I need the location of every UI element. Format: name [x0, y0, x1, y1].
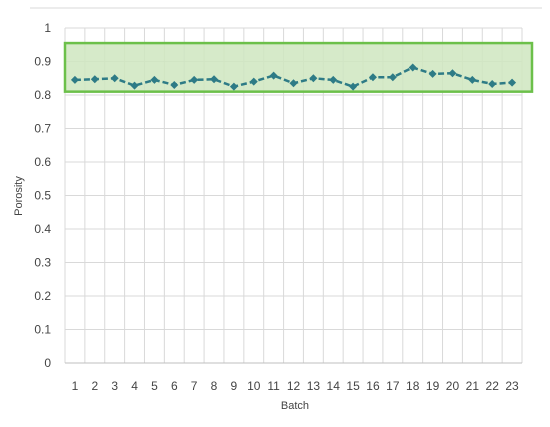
- data-point-marker: [508, 78, 517, 87]
- x-tick-label: 11: [267, 379, 280, 393]
- data-point-marker: [329, 75, 338, 84]
- x-tick-label: 16: [366, 379, 380, 393]
- x-tick-label: 12: [287, 379, 301, 393]
- x-tick-label: 10: [247, 379, 261, 393]
- x-tick-label: 22: [486, 379, 500, 393]
- data-point-marker: [150, 75, 159, 84]
- x-tick-label: 3: [111, 379, 118, 393]
- x-tick-label: 19: [426, 379, 440, 393]
- y-tick-label: 0.1: [34, 323, 51, 337]
- y-tick-label: 0.5: [34, 189, 51, 203]
- data-point-marker: [289, 79, 298, 88]
- y-tick-label: 1: [44, 21, 51, 35]
- y-axis-ticks: 0 0.1 0.2 0.3 0.4 0.5 0.6 0.7 0.8 0.9 1: [34, 21, 51, 370]
- x-tick-label: 20: [446, 379, 460, 393]
- data-point-marker: [368, 73, 377, 82]
- x-tick-label: 18: [406, 379, 420, 393]
- x-tick-label: 14: [327, 379, 341, 393]
- y-tick-label: 0.7: [34, 122, 51, 136]
- x-axis-ticks: 1 2 3 4 5 6 7 8 9 10 11 12 13 14 15 16 17 18 19 20 21 22 23: [72, 379, 519, 393]
- data-point-marker: [408, 63, 417, 72]
- x-tick-label: 21: [466, 379, 480, 393]
- data-point-marker: [90, 75, 99, 84]
- x-tick-label: 1: [72, 379, 79, 393]
- y-tick-label: 0.3: [34, 256, 51, 270]
- x-tick-label: 9: [231, 379, 238, 393]
- x-tick-label: 8: [211, 379, 218, 393]
- data-point-marker: [110, 74, 119, 83]
- data-point-marker: [130, 81, 139, 90]
- x-tick-label: 2: [91, 379, 98, 393]
- x-tick-label: 6: [171, 379, 178, 393]
- data-point-marker: [190, 75, 199, 84]
- data-point-marker: [428, 69, 437, 78]
- data-point-marker: [210, 75, 219, 84]
- x-tick-label: 4: [131, 379, 138, 393]
- spec-band: [63, 41, 534, 93]
- spec-band-rect: [63, 41, 534, 93]
- data-point-marker: [229, 82, 238, 91]
- y-tick-label: 0.6: [34, 155, 51, 169]
- y-tick-label: 0.2: [34, 289, 51, 303]
- data-point-marker: [249, 77, 258, 86]
- data-point-marker: [448, 69, 457, 78]
- data-point-marker: [488, 79, 497, 88]
- data-point-marker: [349, 82, 358, 91]
- y-tick-label: 0.8: [34, 88, 51, 102]
- x-tick-label: 7: [191, 379, 198, 393]
- data-point-marker: [309, 74, 318, 83]
- data-point-marker: [468, 75, 477, 84]
- data-point-marker: [269, 71, 278, 80]
- x-tick-label: 13: [307, 379, 321, 393]
- data-point-marker: [170, 80, 179, 89]
- x-tick-label: 5: [151, 379, 158, 393]
- x-axis-title: Batch: [281, 400, 309, 412]
- x-tick-label: 23: [505, 379, 519, 393]
- series-layer: [70, 63, 517, 91]
- x-tick-label: 17: [386, 379, 400, 393]
- data-point-marker: [388, 73, 397, 82]
- y-tick-label: 0: [44, 356, 51, 370]
- y-tick-label: 0.4: [34, 222, 51, 236]
- y-tick-label: 0.9: [34, 55, 51, 69]
- x-tick-label: 15: [346, 379, 360, 393]
- data-point-marker: [70, 75, 79, 84]
- y-axis-title: Porosity: [13, 176, 25, 216]
